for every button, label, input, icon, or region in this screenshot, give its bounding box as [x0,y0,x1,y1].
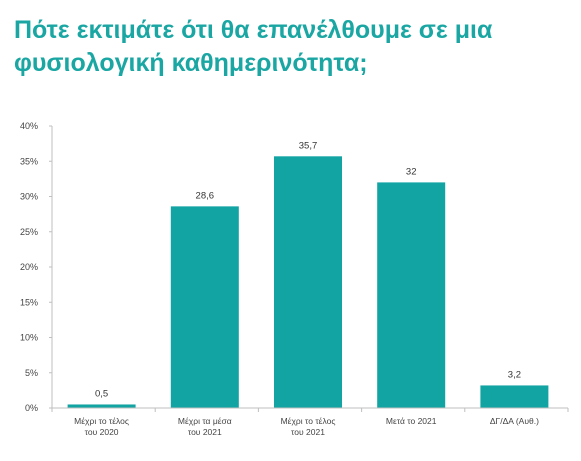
y-tick-label: 5% [25,368,38,378]
x-category-label-line: ΔΓ/ΔΑ (Αυθ.) [490,416,539,426]
bar-value-label: 0,5 [95,388,108,399]
bar-value-label: 35,7 [299,140,318,151]
x-category-label-line: του 2020 [85,427,119,437]
x-category-label-line: του 2021 [188,427,222,437]
x-category-label-line: Μέχρι το τέλος [74,416,129,426]
x-category-label-line: Μέχρι το τέλος [281,416,336,426]
y-tick-label: 10% [20,333,38,343]
bar [67,404,136,408]
bar [377,182,446,408]
bar-value-label: 32 [406,166,417,177]
x-category-label-line: του 2021 [291,427,325,437]
x-category-label-line: Μέχρι τα μέσα [178,416,232,426]
x-category-label: Μετά το 2021 [386,416,437,426]
x-category-label: Μέχρι το τέλος του 2021 [281,416,336,437]
y-tick-label: 35% [20,156,38,166]
y-tick-label: 30% [20,192,38,202]
x-category-label: ΔΓ/ΔΑ (Αυθ.) [490,416,539,426]
bar-value-label: 3,2 [508,369,521,380]
y-tick-label: 15% [20,297,38,307]
bar [170,206,239,408]
x-category-label: Μέχρι τα μέσα του 2021 [178,416,232,437]
y-tick-label: 40% [20,121,38,131]
chart-title: Πότε εκτιμάτε ότι θα επανέλθουμε σε μια … [14,14,569,80]
y-tick-label: 25% [20,227,38,237]
bar [480,385,549,408]
y-tick-label: 20% [20,262,38,272]
chart-title-line-1: Πότε εκτιμάτε ότι θα επανέλθουμε σε μια [14,16,493,44]
chart-title-line-2: φυσιολογική καθημερινότητα; [14,49,368,77]
x-category-label: Μέχρι το τέλος του 2020 [74,416,129,437]
y-tick-label: 0% [25,403,38,413]
x-category-label-line: Μετά το 2021 [386,416,437,426]
bar-value-label: 28,6 [196,190,215,201]
bar [274,156,342,408]
